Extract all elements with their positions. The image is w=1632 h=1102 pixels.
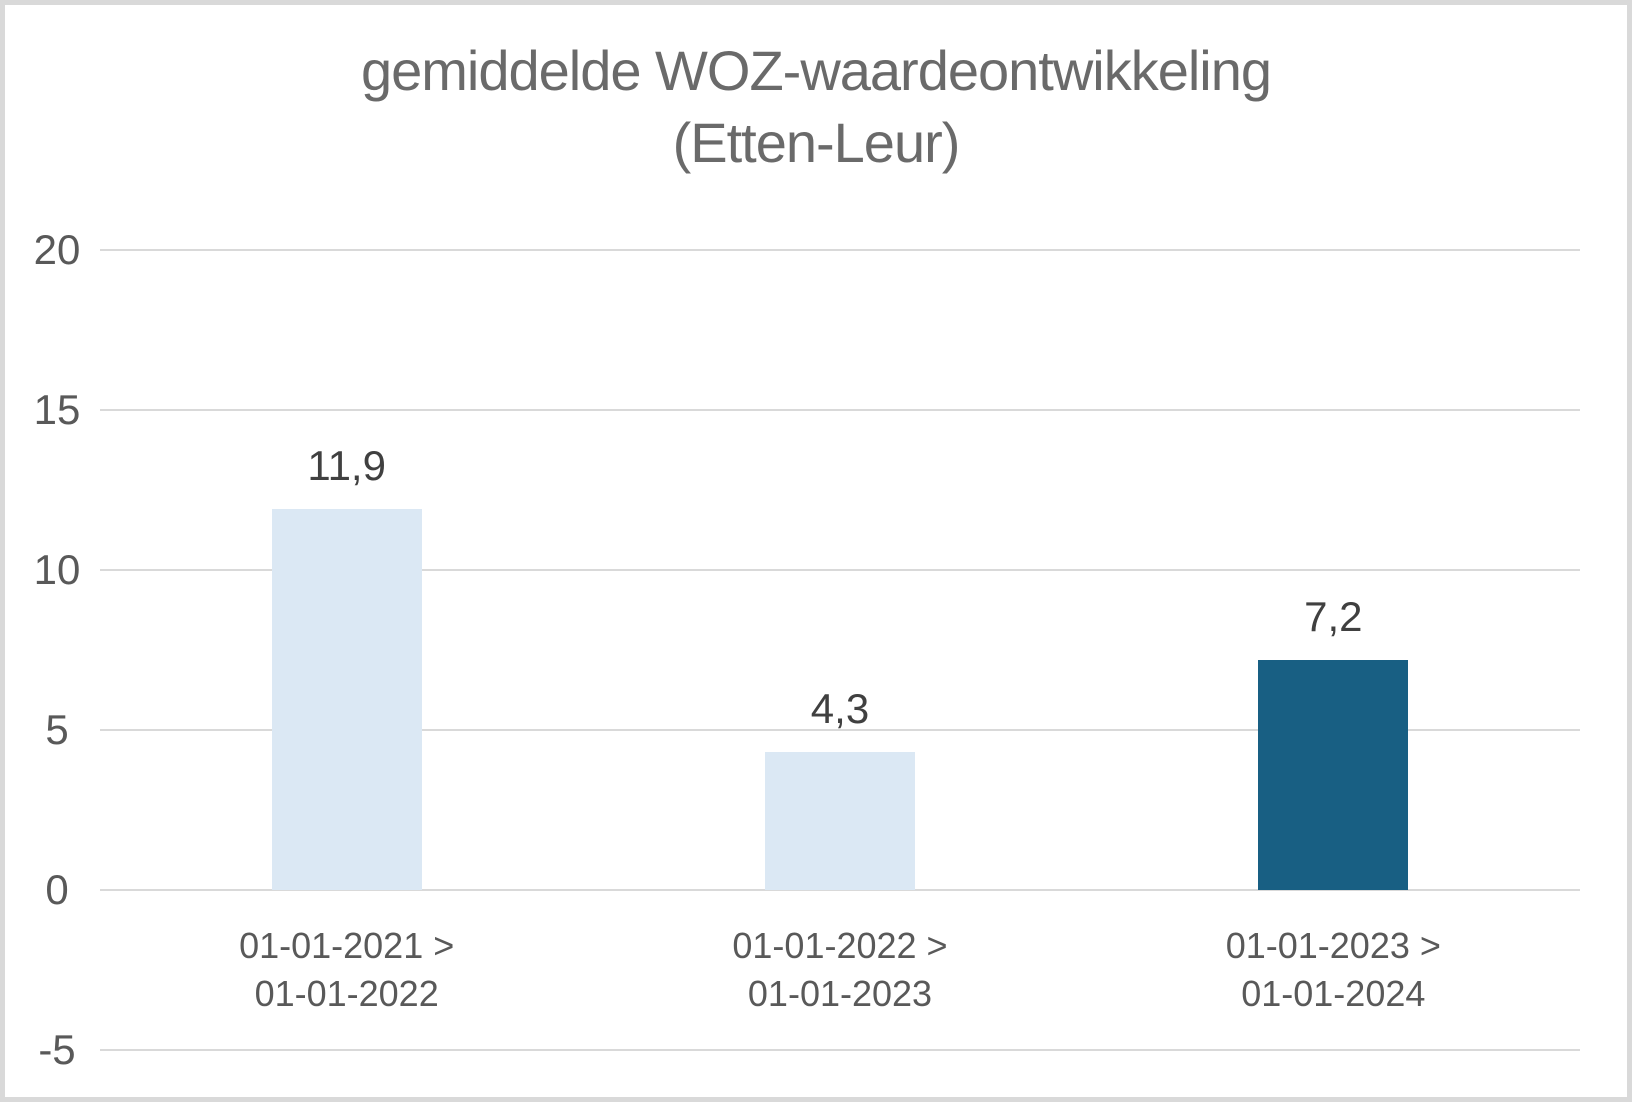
bar-value-label: 4,3	[810, 685, 870, 733]
y-tick-label: 10	[33, 546, 81, 593]
gridline	[100, 729, 1580, 731]
chart-title-line-1: gemiddelde WOZ-waardeontwikkeling	[360, 39, 1272, 102]
plot-area: -5 0 5 10 15 20 11,9 01-01-2021 > 01-01-2022 4,3…	[5, 5, 1627, 1097]
chart: gemiddelde WOZ-waardeontwikkeling (Etten…	[5, 5, 1627, 1097]
bar	[765, 752, 915, 890]
gridline	[100, 409, 1580, 411]
bar	[1258, 659, 1409, 890]
bar-value-label: 7,2	[1304, 592, 1363, 640]
gridline	[100, 889, 1580, 891]
gridline	[100, 569, 1580, 571]
bar-value-label: 11,9	[307, 442, 386, 490]
y-tick-label: -5	[38, 1026, 76, 1073]
x-category-label: 01-01-2022 > 01-01-2023	[732, 925, 948, 1014]
bar	[271, 509, 422, 890]
y-tick-label: 20	[33, 226, 81, 273]
gridline	[100, 1049, 1580, 1051]
gridline	[100, 249, 1580, 251]
x-category-label: 01-01-2021 > 01-01-2022	[239, 925, 455, 1014]
x-category-label: 01-01-2023 > 01-01-2024	[1225, 925, 1441, 1014]
y-tick-label: 0	[45, 866, 69, 913]
chart-title-line-2: (Etten-Leur)	[672, 111, 961, 174]
y-tick-label: 5	[45, 706, 69, 753]
chart-title: gemiddelde WOZ-waardeontwikkeling (Etten…	[5, 35, 1627, 179]
y-tick-label: 15	[33, 386, 81, 433]
